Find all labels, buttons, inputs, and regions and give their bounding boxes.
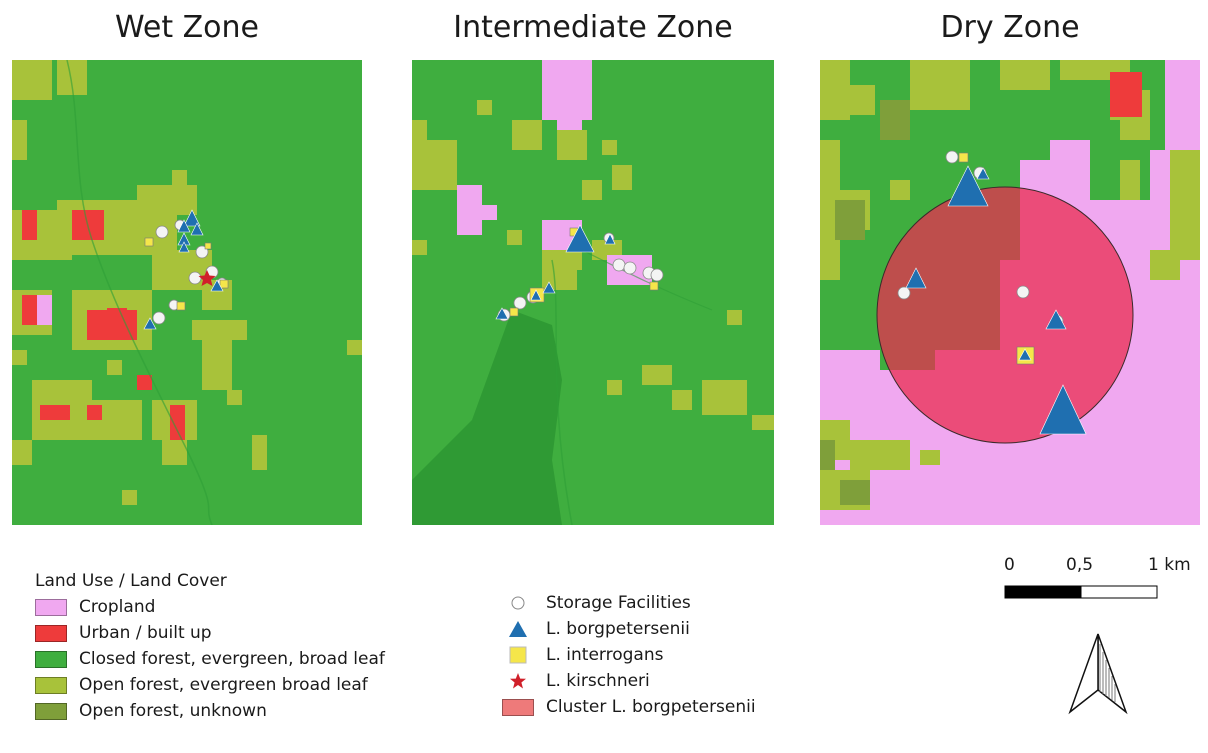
legend-label: Open forest, evergreen broad leaf bbox=[79, 675, 368, 695]
legend-item-open-forest: Open forest, evergreen broad leaf bbox=[35, 672, 385, 698]
legend-item-closed-forest: Closed forest, evergreen, broad leaf bbox=[35, 646, 385, 672]
circle-icon bbox=[502, 592, 534, 614]
intermediate-zone-title: Intermediate Zone bbox=[453, 10, 733, 45]
star-icon bbox=[502, 670, 534, 692]
dry-zone-title: Dry Zone bbox=[940, 10, 1080, 45]
legend-item-interrogans: L. interrogans bbox=[502, 642, 756, 668]
legend-label: Cropland bbox=[79, 597, 156, 617]
legend-label: L. borgpetersenii bbox=[546, 619, 690, 639]
symbol-legend: Storage Facilities L. borgpetersenii L. … bbox=[502, 590, 756, 720]
legend-label: Closed forest, evergreen, broad leaf bbox=[79, 649, 385, 669]
dry-zone-map bbox=[820, 60, 1200, 525]
closed-forest-swatch bbox=[35, 650, 67, 668]
triangle-icon bbox=[502, 618, 534, 640]
wet-zone-title: Wet Zone bbox=[114, 10, 260, 45]
landcover-legend: Land Use / Land Cover Cropland Urban / b… bbox=[35, 568, 385, 724]
scale-bar: 0 0,5 1 km bbox=[1004, 555, 1194, 615]
north-arrow-icon bbox=[1068, 632, 1128, 720]
legend-label: Cluster L. borgpetersenii bbox=[546, 697, 756, 717]
wet-zone-map bbox=[12, 60, 362, 525]
intermediate-zone-map bbox=[412, 60, 774, 525]
cluster-swatch bbox=[502, 698, 534, 716]
legend-label: L. interrogans bbox=[546, 645, 664, 665]
legend-item-open-forest-unknown: Open forest, unknown bbox=[35, 698, 385, 724]
legend-label: L. kirschneri bbox=[546, 671, 650, 691]
legend-item-kirschneri: L. kirschneri bbox=[502, 668, 756, 694]
scale-label-0: 0 bbox=[1004, 555, 1015, 575]
open-forest-unknown-swatch bbox=[35, 702, 67, 720]
legend-item-cluster: Cluster L. borgpetersenii bbox=[502, 694, 756, 720]
legend-label: Storage Facilities bbox=[546, 593, 691, 613]
scale-label-half: 0,5 bbox=[1066, 555, 1094, 575]
legend-item-cropland: Cropland bbox=[35, 594, 385, 620]
landcover-legend-heading: Land Use / Land Cover bbox=[35, 571, 227, 591]
scale-label-1km: 1 km bbox=[1148, 555, 1191, 575]
open-forest-swatch bbox=[35, 676, 67, 694]
legend-item-borgpetersenii: L. borgpetersenii bbox=[502, 616, 756, 642]
legend-item-storage: Storage Facilities bbox=[502, 590, 756, 616]
square-icon bbox=[502, 644, 534, 666]
urban-swatch bbox=[35, 624, 67, 642]
cropland-swatch bbox=[35, 598, 67, 616]
legend-item-urban: Urban / built up bbox=[35, 620, 385, 646]
legend-label: Open forest, unknown bbox=[79, 701, 267, 721]
legend-label: Urban / built up bbox=[79, 623, 212, 643]
